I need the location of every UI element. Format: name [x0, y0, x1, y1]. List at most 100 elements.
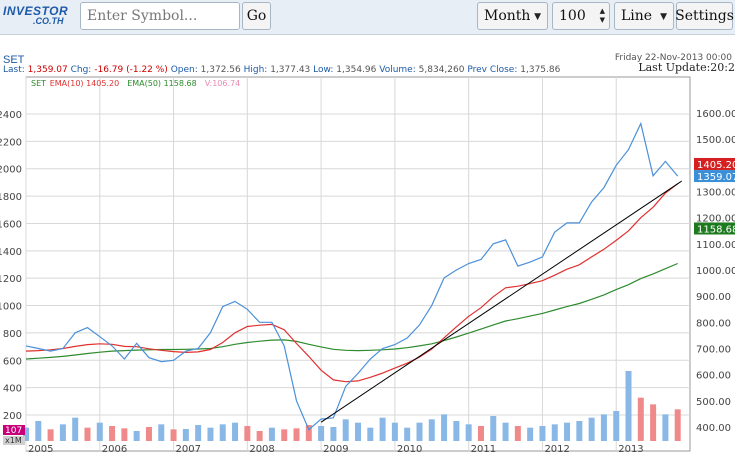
trend-line [320, 180, 682, 423]
y-left-tick-label: 2000 [0, 165, 22, 176]
last-label: Last: [3, 65, 25, 75]
investor-logo[interactable]: INVESTOR .CO.TH [3, 4, 75, 28]
volume-bar [232, 422, 239, 441]
volume-bars [23, 371, 681, 441]
volume-bar [84, 427, 91, 441]
volume-bar [674, 409, 681, 441]
x-year-label: 2010 [397, 444, 422, 454]
y-right-tick-label: 700.00 [696, 345, 731, 356]
x-year-label: 2009 [323, 444, 348, 454]
volume-bar [109, 426, 116, 441]
volume-bar [600, 414, 607, 441]
volume-tag-bg [3, 425, 25, 435]
volume-bar [47, 429, 54, 441]
volume-bar [35, 421, 42, 441]
go-button-label: Go [246, 8, 267, 24]
legend-symbol: SET [31, 79, 46, 88]
bar-count-value: 100 [559, 8, 586, 24]
symbol-input[interactable] [80, 2, 240, 30]
volume-bar [158, 424, 165, 441]
y-right-tick-label: 1100.00 [696, 240, 735, 251]
volume-bar [96, 422, 103, 441]
y-right-tick-label: 400.00 [696, 423, 731, 434]
spinner-arrows-icon[interactable]: ▲ ▼ [599, 7, 605, 24]
volume-bar [625, 371, 632, 441]
series-lines [25, 121, 682, 431]
volume-bar [453, 421, 460, 441]
price-line [25, 121, 679, 431]
volume-bar [145, 427, 152, 441]
volume-bar [330, 427, 337, 441]
x-year-label: 2008 [249, 444, 274, 454]
y-left-tick-label: 1600 [0, 219, 22, 230]
y-right-tick-label: 1300.00 [696, 188, 735, 199]
ema50-line [25, 262, 678, 360]
x-year-label: 2013 [618, 444, 643, 454]
volume-bar [564, 422, 571, 441]
volume-scale: x1M [5, 436, 22, 445]
volume-bar [133, 431, 140, 441]
low-value: 1,354.96 [336, 65, 377, 75]
last-value-tag-bg [694, 170, 735, 183]
volume-bar [256, 431, 263, 441]
y-right-tick-label: 1000.00 [696, 266, 735, 277]
y-left-tick-label: 1400 [0, 247, 22, 258]
volume-scale-bg [3, 436, 25, 445]
bar-count-stepper[interactable]: 100 ▲ ▼ [552, 2, 610, 30]
volume-bar [293, 428, 300, 441]
chevron-down-icon: ▼ [660, 12, 667, 22]
volume-bar [170, 429, 177, 441]
quote-date: Friday 22-Nov-2013 00:00 [614, 53, 732, 63]
volume-bar [514, 426, 521, 441]
x-year-label: 2011 [471, 444, 496, 454]
volume-bar [502, 422, 509, 441]
logo-text: INVESTOR [3, 4, 69, 18]
chart-type-value: Line [621, 8, 653, 24]
volume-bar [268, 427, 275, 441]
high-label: High: [243, 65, 268, 75]
y-left-tick-label: 1000 [0, 302, 22, 313]
ema50-value-tag-bg [694, 222, 735, 235]
x-year-label: 2012 [544, 444, 569, 454]
y-left-tick-label: 2400 [0, 110, 22, 121]
volume-bar [367, 427, 374, 441]
chevron-down-icon: ▼ [534, 12, 541, 22]
ema50-value-tag: 1158.68 [697, 224, 735, 235]
volume-bar [551, 424, 558, 441]
ema10-value-tag-bg [694, 157, 735, 170]
y-left-tick-label: 400 [3, 384, 22, 395]
volume-bar [662, 414, 669, 441]
period-select[interactable]: Month ▼ [477, 2, 548, 30]
volume-bar [219, 424, 226, 441]
prev-close-value: 1,375.86 [520, 65, 561, 75]
volume-bar [305, 425, 312, 441]
chart-type-select[interactable]: Line ▼ [614, 2, 674, 30]
x-year-label: 2006 [102, 444, 127, 454]
last-update: Last Update:20:2 [638, 61, 735, 74]
volume-bar [588, 417, 595, 441]
volume-bar [490, 416, 497, 441]
open-value: 1,372.56 [200, 65, 241, 75]
open-label: Open: [170, 65, 198, 75]
y-right-tick-label: 900.00 [696, 292, 731, 303]
volume-bar [441, 414, 448, 441]
volume-bar [650, 404, 657, 441]
volume-bar [637, 397, 644, 441]
volume-bar [379, 417, 386, 441]
go-button[interactable]: Go [242, 2, 271, 30]
prev-close-label: Prev Close: [467, 65, 518, 75]
y-right-tick-label: 1500.00 [696, 135, 735, 146]
legend-ema50: EMA(50) 1158.68 [127, 79, 196, 88]
legend: SET EMA(10) 1405.20 EMA(50) 1158.68 V:106.7… [31, 79, 240, 88]
y-left-tick-label: 200 [3, 411, 22, 422]
volume-bar [428, 419, 435, 441]
settings-button[interactable]: Settings [675, 2, 734, 30]
volume-bar [182, 429, 189, 441]
settings-button-label: Settings [675, 8, 734, 24]
volume-bar [416, 422, 423, 441]
axes: 200 400 600 800 1000 1200 1400 1600 1800 2000 2200… [0, 109, 735, 454]
y-left-tick-label: 1800 [0, 192, 22, 203]
low-label: Low: [313, 65, 334, 75]
